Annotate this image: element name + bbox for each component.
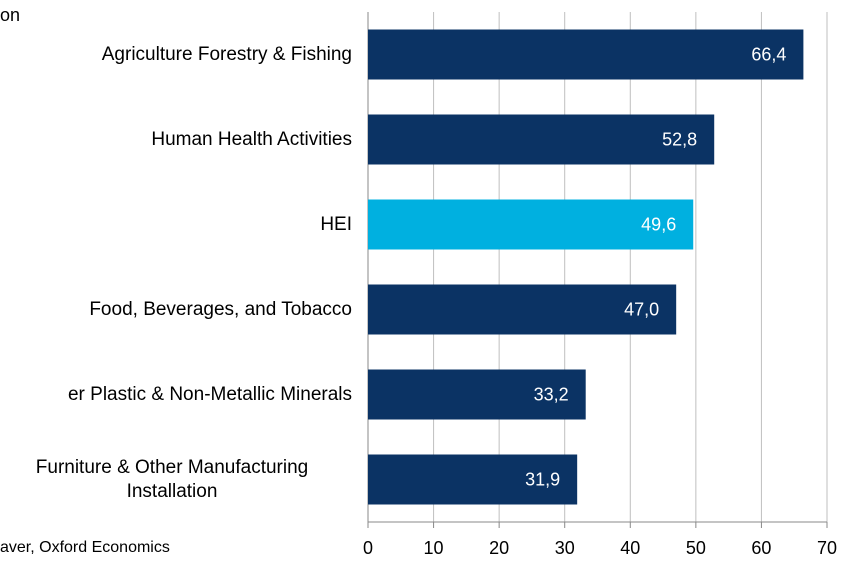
value-label: 49,6 — [641, 214, 676, 234]
y-tick-label: Agriculture Forestry & Fishing — [101, 43, 352, 65]
value-label: 52,8 — [662, 129, 697, 149]
x-tick-label: 30 — [555, 538, 575, 558]
y-tick-label: Furniture & Other Manufacturing Installa… — [35, 456, 309, 502]
x-tick-label: 60 — [751, 538, 771, 558]
x-tick-label: 70 — [817, 538, 837, 558]
bar — [368, 454, 578, 505]
x-tick-label: 50 — [686, 538, 706, 558]
x-tick-label: 0 — [363, 538, 373, 558]
value-label: 33,2 — [534, 384, 569, 404]
x-tick-label: 10 — [424, 538, 444, 558]
bar — [368, 284, 677, 335]
y-tick-label: er Plastic & Non-Metallic Minerals — [67, 383, 352, 405]
y-tick-label: HEI — [320, 213, 352, 235]
y-tick-label: Human Health Activities — [151, 128, 352, 150]
value-label: 31,9 — [525, 469, 560, 489]
bar — [368, 369, 586, 420]
y-tick-label: Food, Beverages, and Tobacco — [89, 298, 352, 320]
chart-title: on — [0, 5, 20, 25]
value-label: 66,4 — [751, 44, 786, 64]
x-tick-label: 40 — [620, 538, 640, 558]
bar — [368, 114, 715, 165]
value-label: 47,0 — [624, 299, 659, 319]
bar — [368, 199, 694, 250]
source: aver, Oxford Economics — [0, 539, 170, 556]
x-tick-label: 20 — [489, 538, 509, 558]
bar — [368, 29, 804, 80]
